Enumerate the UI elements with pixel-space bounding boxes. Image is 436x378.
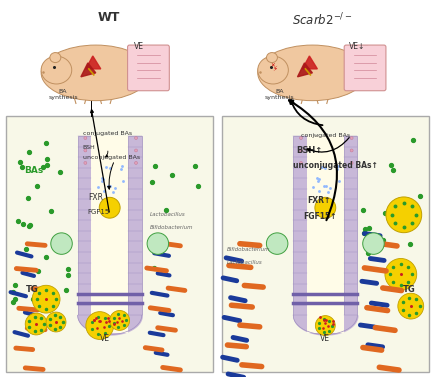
Circle shape (84, 149, 87, 152)
Text: FXR↑: FXR↑ (307, 197, 331, 205)
Circle shape (350, 149, 353, 152)
Text: $\it{Scarb2}^{-/-}$: $\it{Scarb2}^{-/-}$ (292, 11, 352, 28)
Circle shape (385, 259, 417, 290)
Bar (222, 116, 429, 372)
Text: conjugated BAs: conjugated BAs (301, 133, 351, 138)
Text: BSH: BSH (83, 145, 95, 150)
Circle shape (315, 316, 335, 336)
Text: WT: WT (98, 11, 120, 24)
Text: Lactobacillus: Lactobacillus (150, 212, 185, 217)
Ellipse shape (41, 45, 150, 101)
Circle shape (300, 149, 303, 152)
Circle shape (51, 233, 72, 254)
Circle shape (147, 233, 169, 254)
Text: TG: TG (402, 285, 415, 294)
Bar (293, 136, 307, 315)
Text: VE↓: VE↓ (349, 42, 365, 51)
FancyArrowPatch shape (108, 163, 113, 189)
Circle shape (300, 161, 303, 164)
FancyArrowPatch shape (290, 100, 323, 125)
Circle shape (266, 233, 288, 254)
Text: VE: VE (100, 334, 110, 343)
Circle shape (398, 293, 424, 319)
Text: Bifidobacterium: Bifidobacterium (150, 225, 193, 230)
Bar (91, 136, 128, 333)
Circle shape (25, 313, 47, 335)
Text: conjugated BAs: conjugated BAs (83, 131, 132, 136)
Circle shape (86, 311, 114, 339)
Circle shape (350, 136, 353, 139)
Ellipse shape (266, 53, 277, 63)
Text: FGF15: FGF15 (88, 209, 110, 215)
Circle shape (135, 136, 137, 139)
FancyArrowPatch shape (307, 138, 349, 152)
Text: BA
synthesis: BA synthesis (48, 89, 78, 99)
Circle shape (135, 161, 137, 164)
Circle shape (300, 136, 303, 139)
Text: BAs: BAs (24, 166, 44, 175)
FancyArrowPatch shape (91, 110, 109, 212)
Bar (128, 136, 142, 315)
Text: ✕: ✕ (271, 64, 276, 68)
FancyBboxPatch shape (128, 45, 169, 91)
Circle shape (99, 197, 120, 218)
Polygon shape (86, 56, 101, 69)
Ellipse shape (50, 53, 61, 63)
Text: Lactobacillus: Lactobacillus (227, 260, 263, 265)
Text: BSH↑: BSH↑ (296, 146, 323, 155)
Text: VE: VE (320, 334, 330, 343)
Text: TG: TG (26, 285, 39, 294)
Ellipse shape (41, 56, 72, 84)
Text: ⚡: ⚡ (272, 66, 277, 72)
FancyArrowPatch shape (289, 100, 337, 220)
Circle shape (386, 197, 422, 233)
Circle shape (315, 197, 336, 218)
Polygon shape (303, 56, 317, 69)
Circle shape (110, 310, 129, 330)
Text: unconjugated BAs: unconjugated BAs (83, 155, 140, 160)
Circle shape (84, 161, 87, 164)
FancyArrowPatch shape (106, 151, 108, 157)
Circle shape (84, 136, 87, 139)
Text: FXR: FXR (88, 194, 103, 203)
Polygon shape (81, 63, 96, 77)
Text: BA
synthesis: BA synthesis (265, 89, 294, 99)
Bar (7, 116, 213, 372)
Bar (307, 136, 344, 333)
Text: FGF15↑: FGF15↑ (303, 212, 337, 221)
Circle shape (363, 233, 384, 254)
Bar (344, 136, 358, 315)
Text: Bifidobacterium: Bifidobacterium (227, 247, 270, 252)
Text: VE: VE (133, 42, 143, 51)
Bar (78, 136, 91, 315)
Circle shape (135, 149, 137, 152)
Text: unconjugated BAs↑: unconjugated BAs↑ (293, 161, 378, 170)
Polygon shape (297, 63, 313, 77)
Circle shape (46, 312, 66, 332)
Ellipse shape (258, 56, 288, 84)
Circle shape (350, 161, 353, 164)
Ellipse shape (258, 45, 367, 101)
FancyBboxPatch shape (344, 45, 386, 91)
Circle shape (32, 285, 60, 313)
